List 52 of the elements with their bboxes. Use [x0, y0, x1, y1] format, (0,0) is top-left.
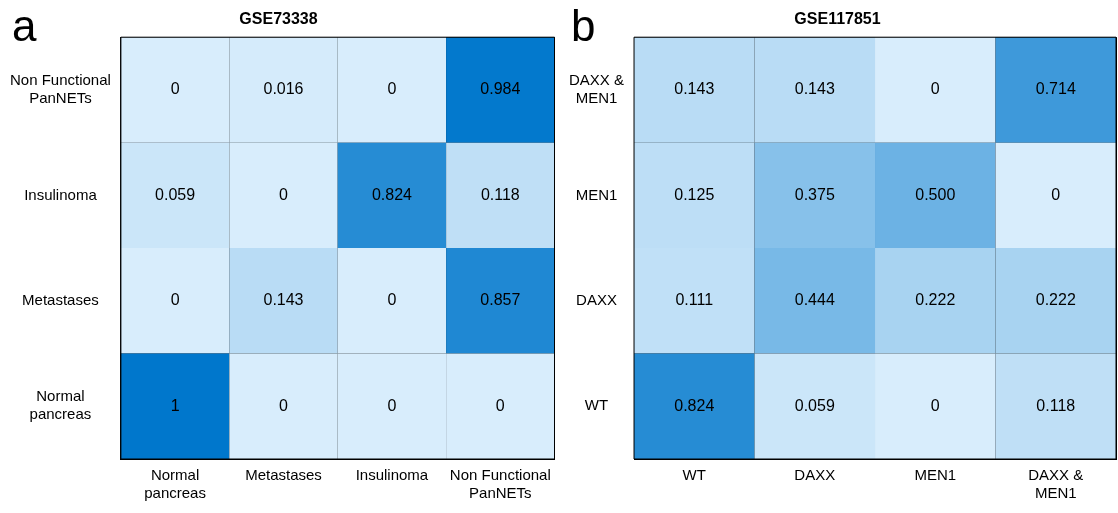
y-tick-label: Non Functional PanNETs — [9, 71, 111, 107]
data-label: 0 — [495, 396, 505, 414]
x-tick-label: DAXX — [794, 466, 836, 484]
data-label: 0.222 — [915, 291, 956, 309]
data-label: 0.118 — [1036, 396, 1076, 414]
data-label: 0.016 — [263, 80, 304, 98]
data-label: 0.824 — [674, 396, 715, 414]
data-label: 0.143 — [794, 80, 835, 98]
chart-title: GSE117851 — [794, 10, 881, 28]
data-label: 0.824 — [371, 185, 413, 203]
x-tick-label: Non Functional PanNETs — [449, 466, 551, 502]
y-tick-label: DAXX — [576, 290, 617, 308]
data-label: 0.222 — [1035, 291, 1076, 309]
data-label: 0.111 — [675, 291, 714, 309]
data-label: 0 — [387, 396, 397, 414]
y-tick-label: Insulinoma — [24, 185, 98, 203]
x-tick-label: Metastases — [245, 466, 322, 484]
y-tick-label: Metastases — [22, 290, 99, 308]
text: a — [12, 1, 37, 50]
data-label: 0.143 — [263, 291, 304, 309]
data-label: 0.984 — [480, 80, 521, 98]
data-label: 0.714 — [1035, 80, 1076, 98]
y-tick-label: MEN1 — [575, 185, 618, 203]
x-tick-label: MEN1 — [914, 466, 957, 484]
data-label: 0.059 — [155, 185, 196, 203]
y-tick-label: DAXX & MEN1 — [568, 71, 625, 107]
y-tick-label: WT — [584, 396, 609, 414]
data-label: 0 — [387, 291, 397, 309]
x-tick-label: Normal pancreas — [144, 466, 206, 502]
text: b — [571, 1, 596, 50]
data-label: 0 — [279, 396, 289, 414]
data-label: 0.375 — [794, 185, 835, 203]
data-label: 0.059 — [794, 396, 835, 414]
chart-title: GSE73338 — [239, 10, 318, 28]
data-label: 0 — [279, 185, 289, 203]
data-label: 0.857 — [480, 291, 521, 309]
data-label: 0.125 — [674, 185, 715, 203]
data-label: 0 — [930, 80, 940, 98]
y-tick-label: Normal pancreas — [29, 387, 92, 423]
x-tick-label: Insulinoma — [355, 466, 429, 484]
data-label: 0.118 — [480, 185, 520, 203]
data-label: 0.500 — [915, 185, 956, 203]
data-label: 0 — [170, 291, 180, 309]
data-label: 1 — [170, 396, 180, 414]
data-label: 0 — [170, 80, 180, 98]
data-label: 0 — [387, 80, 397, 98]
data-label: 0 — [1051, 185, 1061, 203]
x-tick-label: DAXX & MEN1 — [1028, 466, 1084, 502]
data-label: 0.444 — [794, 291, 835, 309]
data-label: 0.143 — [674, 80, 715, 98]
x-tick-label: WT — [682, 466, 706, 484]
data-label: 0 — [930, 396, 940, 414]
